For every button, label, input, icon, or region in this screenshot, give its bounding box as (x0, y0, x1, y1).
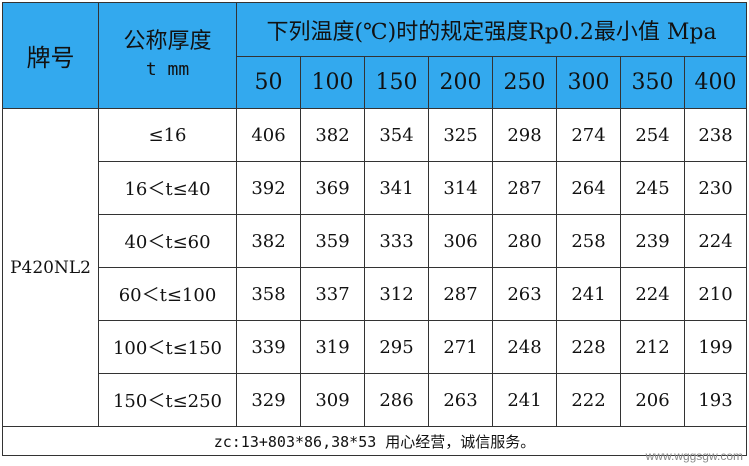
temperature-col-header: 250 (492, 56, 557, 109)
strength-value-cell: 287 (428, 267, 493, 321)
strength-value-cell: 306 (428, 214, 493, 268)
temperature-row: 50 100 150 200 250 300 350 400 (3, 56, 748, 109)
strength-value-cell: 339 (236, 320, 301, 374)
footer-note: zc:13+803*86,38*53 用心经营，诚信服务。 (1, 426, 748, 456)
strength-value-cell: 271 (428, 320, 493, 374)
table-row: P420NL2 ≤16 406 382 354 325 298 274 254 238 (2, 108, 748, 427)
thickness-range-cell: 60＜t≤100 (98, 267, 237, 321)
strength-value-cell: 263 (492, 267, 557, 321)
strength-value-cell: 406 (236, 108, 301, 162)
strength-value-cell: 212 (620, 320, 685, 374)
strength-value-cell: 228 (556, 320, 621, 374)
temperature-col-header: 350 (620, 56, 685, 109)
strength-value-cell: 230 (683, 161, 748, 215)
strength-value-cell: 224 (620, 267, 685, 321)
thickness-header: 公称厚度 t mm (98, 2, 237, 109)
strength-value-cell: 369 (300, 161, 365, 215)
thickness-range-cell: 150＜t≤250 (98, 373, 237, 427)
temperature-col-header: 50 (236, 56, 301, 109)
strength-value-cell: 280 (492, 214, 557, 268)
strength-value-cell: 359 (300, 214, 365, 268)
thickness-range-cell: 100＜t≤150 (98, 320, 237, 374)
table-row: 40＜t≤60 382 359 333 306 280 258 239 224 (3, 214, 748, 268)
strength-value-cell: 392 (236, 161, 301, 215)
temperature-header: 下列温度(℃)时的规定强度Rp0.2最小值 Mpa (235, 2, 748, 57)
table-header: 牌号 公称厚度 t mm 下列温度(℃)时的规定强度Rp0.2最小值 Mpa 5… (2, 2, 748, 109)
strength-value-cell: 206 (620, 373, 685, 427)
strength-value-cell: 222 (556, 373, 621, 427)
strength-value-cell: 258 (556, 214, 621, 268)
strength-value-cell: 286 (364, 373, 429, 427)
strength-value-cell: 239 (620, 214, 685, 268)
temperature-col-header: 150 (364, 56, 429, 109)
strength-value-cell: 254 (620, 108, 685, 162)
strength-value-cell: 382 (300, 108, 365, 162)
watermark: www.wggsgw.com (645, 449, 743, 463)
thickness-unit: t mm (145, 58, 190, 80)
table-body: P420NL2 ≤16 406 382 354 325 298 274 254 238 16＜t≤4… (2, 108, 748, 427)
strength-value-cell: 238 (683, 108, 748, 162)
strength-value-cell: 274 (556, 108, 621, 162)
strength-value-cell: 341 (364, 161, 429, 215)
brand-cell: P420NL2 (2, 108, 99, 427)
strength-value-cell: 287 (492, 161, 557, 215)
strength-value-cell: 382 (236, 214, 301, 268)
strength-value-cell: 319 (300, 320, 365, 374)
strength-value-cell: 241 (556, 267, 621, 321)
strength-value-cell: 337 (300, 267, 365, 321)
temperature-col-header: 100 (300, 56, 365, 109)
strength-value-cell: 210 (683, 267, 748, 321)
strength-value-cell: 358 (236, 267, 301, 321)
strength-value-cell: 263 (428, 373, 493, 427)
strength-value-cell: 245 (620, 161, 685, 215)
strength-value-cell: 314 (428, 161, 493, 215)
brand-header: 牌号 (2, 2, 99, 109)
strength-value-cell: 329 (236, 373, 301, 427)
strength-value-cell: 199 (683, 320, 748, 374)
thickness-range-cell: ≤16 (98, 108, 237, 162)
table-row: 100＜t≤150 339 319 295 271 248 228 212 199 (3, 320, 748, 374)
strength-value-cell: 193 (683, 373, 748, 427)
strength-value-cell: 354 (364, 108, 429, 162)
strength-value-cell: 295 (364, 320, 429, 374)
thickness-range-cell: 16＜t≤40 (98, 161, 237, 215)
table-row: 150＜t≤250 329 309 286 263 241 222 206 193 (3, 373, 748, 427)
strength-value-cell: 312 (364, 267, 429, 321)
strength-value-cell: 241 (492, 373, 557, 427)
strength-value-cell: 298 (492, 108, 557, 162)
thickness-label: 公称厚度 (123, 28, 212, 54)
strength-value-cell: 264 (556, 161, 621, 215)
strength-value-cell: 224 (683, 214, 748, 268)
temperature-col-header: 400 (683, 56, 748, 109)
strength-value-cell: 309 (300, 373, 365, 427)
temperature-col-header: 300 (556, 56, 621, 109)
thickness-range-cell: 40＜t≤60 (98, 214, 237, 268)
temperature-col-header: 200 (428, 56, 493, 109)
strength-table: 牌号 公称厚度 t mm 下列温度(℃)时的规定强度Rp0.2最小值 Mpa 5… (1, 2, 748, 456)
table-row: 60＜t≤100 358 337 312 287 263 241 224 210 (3, 267, 748, 321)
strength-value-cell: 333 (364, 214, 429, 268)
strength-value-cell: 248 (492, 320, 557, 374)
table-row: 16＜t≤40 392 369 341 314 287 264 245 230 (3, 161, 748, 215)
strength-value-cell: 325 (428, 108, 493, 162)
